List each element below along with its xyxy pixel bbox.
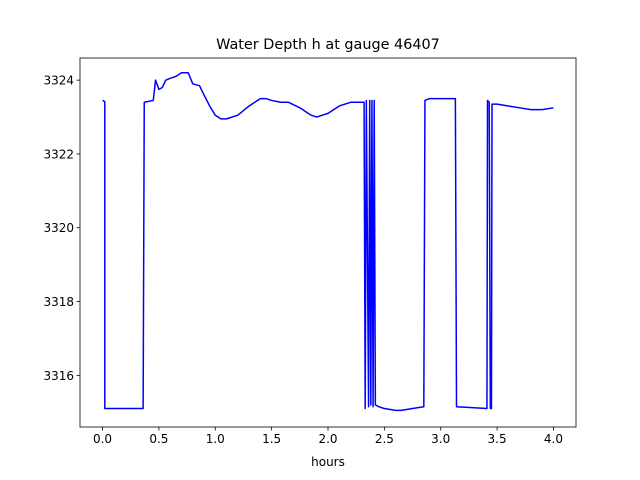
x-tick-label: 3.0 bbox=[431, 432, 450, 446]
x-tick-label: 0.5 bbox=[149, 432, 168, 446]
y-tick-label: 3316 bbox=[43, 369, 74, 383]
x-tick-label: 0.0 bbox=[93, 432, 112, 446]
chart-title: Water Depth h at gauge 46407 bbox=[216, 37, 440, 53]
x-tick-label: 2.5 bbox=[375, 432, 394, 446]
plot-area: 0.0 0.5 1.0 1.5 2.0 2.5 3.0 3.5 4.0 3316 3318 3320 3… bbox=[43, 57, 577, 446]
y-tick-label: 3324 bbox=[43, 74, 74, 88]
y-tick-label: 3320 bbox=[43, 221, 74, 235]
y-tick-label: 3322 bbox=[43, 147, 74, 161]
series-line-0 bbox=[102, 72, 554, 412]
x-tick-label: 1.0 bbox=[206, 432, 225, 446]
x-tick-label: 4.0 bbox=[544, 432, 563, 446]
x-tick-label: 2.0 bbox=[318, 432, 337, 446]
x-axis-label: hours bbox=[311, 455, 345, 469]
x-tick-label: 1.5 bbox=[262, 432, 281, 446]
y-tick-label: 3318 bbox=[43, 295, 74, 309]
x-tick-label: 3.5 bbox=[488, 432, 507, 446]
